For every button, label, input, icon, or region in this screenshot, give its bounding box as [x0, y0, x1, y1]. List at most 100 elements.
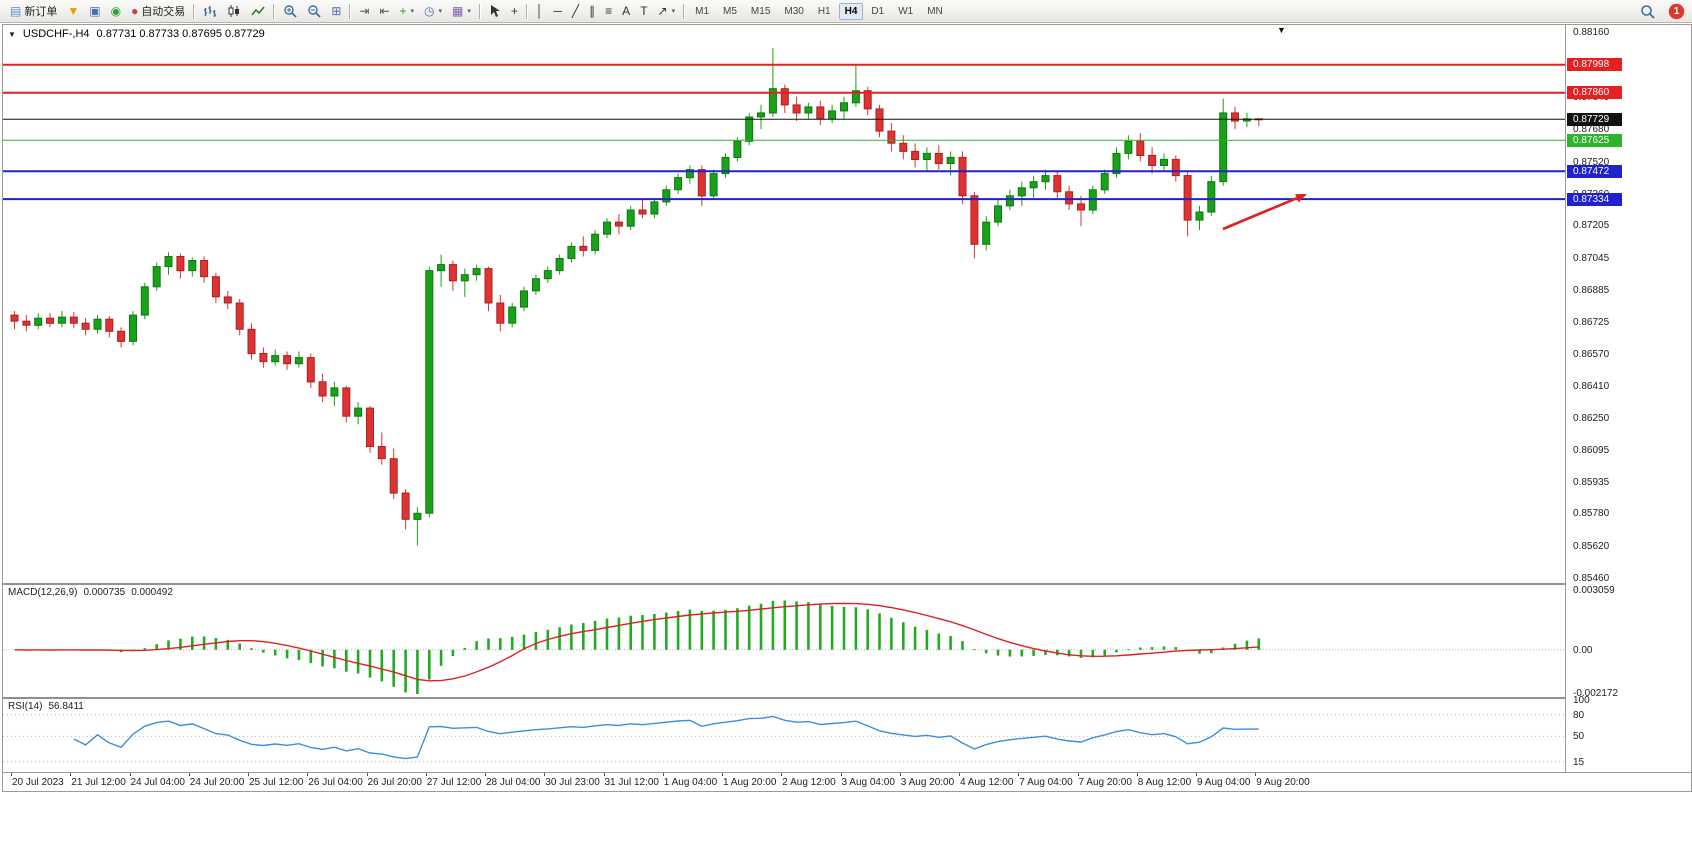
search-icon[interactable] — [1635, 1, 1660, 22]
price-badge: 0.87860 — [1567, 86, 1622, 100]
fibonacci-icon: ≡ — [605, 4, 613, 18]
auto-scroll-icon[interactable]: ⇥ — [354, 1, 374, 22]
ohlc-values: 0.87731 0.87733 0.87695 0.87729 — [96, 28, 265, 40]
price-tick: 0.87045 — [1573, 252, 1610, 264]
toolbar-buttons: ▤ 新订单 ▼ ▣ ◉ ● 自动交易 ⊞ ⇥ ⇤ + ▾ ◷ ▾ ▦ ▾ + │ ─ ╱ ∥ ≡ A T ↗ ▾ — [5, 1, 688, 22]
periods-button: ◷ — [424, 4, 435, 18]
filter-icon: ▼ — [67, 4, 80, 18]
collapse-triangle-icon[interactable]: ▼ — [8, 30, 16, 39]
macd-panel[interactable]: MACD(12,26,9) 0.000735 0.000492 — [3, 585, 1565, 697]
candlestick-chart[interactable] — [3, 25, 1565, 583]
price-tick: 0.87205 — [1573, 220, 1610, 232]
toolbar-right: 1 — [1635, 1, 1687, 22]
time-label: 24 Jul 20:00 — [189, 777, 245, 788]
time-label: 3 Aug 04:00 — [841, 777, 895, 788]
label-icon[interactable]: T — [635, 1, 652, 22]
toolbar-separator — [193, 3, 196, 19]
time-label: 3 Aug 20:00 — [900, 777, 955, 788]
time-label: 1 Aug 04:00 — [663, 777, 718, 788]
time-tick — [70, 773, 72, 776]
rsi-panel[interactable]: RSI(14) 56.8411 — [3, 699, 1565, 771]
timeframe-mn[interactable]: MN — [927, 5, 943, 17]
news-icon[interactable]: ◉ — [106, 1, 126, 22]
macd-title: MACD(12,26,9) — [8, 587, 78, 598]
timeframe-h1[interactable]: H1 — [817, 5, 831, 17]
zoom-in-icon[interactable] — [278, 1, 302, 22]
channel-icon: ∥ — [589, 4, 596, 18]
chart-shift-marker[interactable]: ▼ — [1277, 25, 1286, 35]
candlestick-chart-icon[interactable] — [222, 1, 246, 22]
fibonacci-icon[interactable]: ≡ — [600, 1, 617, 22]
time-tick — [722, 773, 723, 776]
trendline-icon[interactable]: ╱ — [567, 1, 584, 22]
text-icon[interactable]: A — [617, 1, 635, 22]
zoom-out-icon[interactable] — [302, 1, 326, 22]
timeframe-h4[interactable]: H4 — [838, 2, 864, 20]
time-label: 1 Aug 20:00 — [723, 777, 777, 788]
timeframe-w1[interactable]: W1 — [898, 5, 914, 17]
macd-chart — [3, 600, 1565, 694]
vertical-line-icon[interactable]: │ — [531, 1, 549, 22]
time-tick — [1018, 773, 1020, 776]
time-label: 8 Aug 12:00 — [1137, 777, 1192, 788]
time-label: 9 Aug 20:00 — [1256, 777, 1310, 788]
arrows-icon: ↗ — [657, 4, 668, 18]
line-chart-icon[interactable] — [246, 1, 270, 22]
bar-chart-icon[interactable] — [198, 1, 222, 22]
print-icon[interactable]: ▣ — [84, 1, 105, 22]
trend-arrow[interactable] — [1222, 194, 1307, 231]
time-label: 28 Jul 04:00 — [486, 777, 541, 788]
rsi-label: RSI(14) 56.8411 — [8, 701, 84, 712]
timeframe-buttons: M1 M5 M15 M30 H1 H4 D1 W1 MN — [688, 2, 950, 20]
price-tick: -0.002172 — [1573, 687, 1619, 699]
time-tick — [307, 773, 309, 776]
rsi-value: 56.8411 — [48, 701, 84, 712]
timeframe-m5[interactable]: M5 — [723, 5, 737, 17]
filter-icon[interactable]: ▼ — [62, 1, 84, 22]
price-tick: 0.86885 — [1573, 284, 1610, 296]
time-axis[interactable]: 20 Jul 2023 21 Jul 12:00 24 Jul 04:00 24 Ju… — [3, 772, 1691, 791]
periods-button[interactable]: ◷ ▾ — [419, 1, 447, 22]
price-tick: 0.88160 — [1573, 27, 1610, 39]
toolbar-separator — [525, 3, 528, 19]
price-badge: 0.87334 — [1567, 192, 1622, 206]
price-tick: 0.87680 — [1573, 124, 1610, 136]
crosshair-icon[interactable]: + — [506, 1, 523, 22]
macd-value: 0.000735 — [83, 587, 126, 598]
price-tick: 0.86095 — [1573, 444, 1610, 456]
vertical-line-icon: │ — [535, 4, 544, 18]
price-scale[interactable]: 0.881600.880000.878400.876800.875200.873… — [1565, 25, 1691, 772]
templates-button[interactable]: ▦ ▾ — [447, 1, 476, 22]
main-chart[interactable]: ▼ USDCHF-,H4 0.87731 0.87733 0.87695 0.8… — [3, 25, 1565, 583]
toolbar-separator — [478, 3, 481, 19]
timeframe-m15[interactable]: M15 — [750, 5, 771, 17]
time-label: 26 Jul 20:00 — [367, 777, 423, 788]
tile-windows-icon[interactable]: ⊞ — [326, 1, 346, 22]
cursor-icon[interactable] — [484, 1, 506, 22]
price-badge: 0.87625 — [1567, 133, 1622, 147]
news-icon: ◉ — [110, 4, 122, 18]
time-tick — [11, 773, 12, 776]
time-label: 26 Jul 04:00 — [308, 777, 363, 788]
timeframe-d1[interactable]: D1 — [871, 5, 885, 17]
chart-shift-icon[interactable]: ⇤ — [374, 1, 394, 22]
price-tick: 15 — [1573, 756, 1585, 768]
timeframe-m1[interactable]: M1 — [695, 5, 710, 17]
time-tick — [662, 773, 664, 776]
arrows-icon[interactable]: ↗ ▾ — [653, 1, 681, 22]
channel-icon[interactable]: ∥ — [584, 1, 600, 22]
indicators-button[interactable]: + ▾ — [395, 1, 420, 22]
line-chart-icon — [251, 4, 265, 18]
new-order-button[interactable]: ▤ 新订单 — [5, 1, 62, 22]
timeframe-m30[interactable]: M30 — [784, 5, 804, 17]
horizontal-line-icon[interactable]: ─ — [548, 1, 567, 22]
time-label: 21 Jul 12:00 — [71, 777, 126, 788]
price-badge: 0.87472 — [1567, 164, 1622, 178]
notification-badge[interactable]: 1 — [1669, 3, 1684, 19]
panel-separator-macd[interactable] — [3, 583, 1691, 585]
panel-separator-rsi[interactable] — [3, 697, 1691, 699]
price-badge: 0.87729 — [1567, 112, 1622, 126]
time-label: 2 Aug 12:00 — [782, 777, 836, 788]
auto-trading-button[interactable]: ● 自动交易 — [126, 1, 190, 22]
symbol-period-label: USDCHF-,H4 — [22, 28, 90, 40]
